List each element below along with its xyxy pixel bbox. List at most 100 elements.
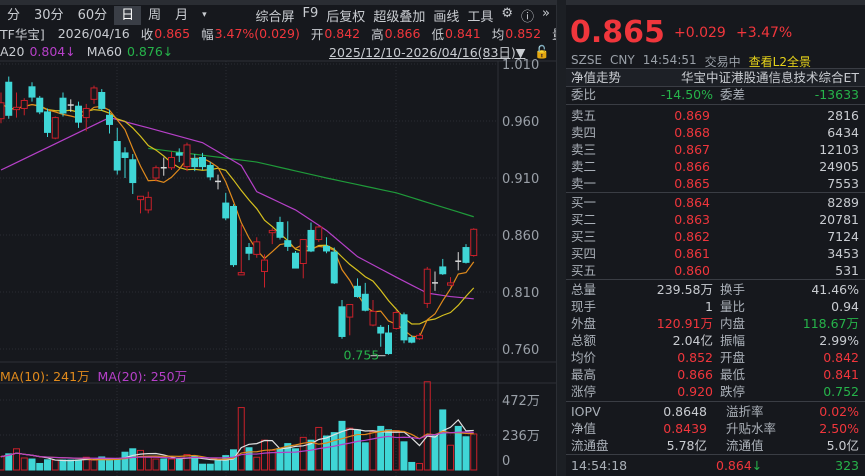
ask-row[interactable]: 卖五 0.869 2816 bbox=[566, 107, 865, 124]
gear-icon[interactable]: ⚙ bbox=[501, 6, 514, 21]
f9-button[interactable]: F9 bbox=[302, 6, 319, 21]
bid-row[interactable]: 买三 0.862 7124 bbox=[566, 228, 865, 245]
chart-toolbar: 分 30分 60分 日 周 月 ▾ 综合屏 F9 后复权 超级叠加 画线 工具 … bbox=[0, 6, 556, 25]
bid-row[interactable]: 买五 0.860 531 bbox=[566, 262, 865, 279]
overlay-button[interactable]: 超级叠加 bbox=[373, 10, 426, 25]
bid-volume: 7124 bbox=[827, 229, 859, 244]
ask-price: 0.869 bbox=[674, 108, 710, 123]
bid-label: 买五 bbox=[571, 263, 597, 278]
volume-tick-label: 236万 bbox=[502, 429, 540, 444]
weibi-value: -14.50% bbox=[660, 87, 713, 102]
ask-label: 卖一 bbox=[571, 176, 597, 191]
bid-row[interactable]: 买一 0.864 8289 bbox=[566, 194, 865, 211]
period-dropdown-icon[interactable]: ▾ bbox=[202, 10, 207, 20]
more-icon[interactable]: » bbox=[542, 6, 550, 21]
candle-body bbox=[20, 99, 28, 109]
candle-body bbox=[408, 337, 416, 343]
adjust-button[interactable]: 后复权 bbox=[326, 10, 366, 25]
candle-body bbox=[315, 226, 323, 241]
candle-body bbox=[330, 251, 338, 284]
ask-row[interactable]: 卖一 0.865 7553 bbox=[566, 175, 865, 192]
candle-body bbox=[5, 81, 13, 116]
l2-link[interactable]: 查看L2全景 bbox=[748, 55, 811, 69]
close-label: 收 bbox=[140, 27, 154, 42]
fund-value: 2.50% bbox=[819, 421, 859, 436]
tab-day[interactable]: 日 bbox=[114, 6, 142, 25]
volume-bar bbox=[20, 457, 28, 471]
volume-ma-legend: MA(10): 241万 MA(20): 250万 bbox=[0, 366, 187, 385]
candle-body bbox=[113, 141, 121, 171]
tools-button[interactable]: 工具 bbox=[467, 10, 494, 25]
candle-body bbox=[0, 102, 5, 120]
candle-body bbox=[245, 247, 253, 254]
ask-volume: 7553 bbox=[827, 176, 859, 191]
bid-price: 0.862 bbox=[674, 229, 710, 244]
volume-bar bbox=[199, 463, 206, 471]
weibi-label: 委比 bbox=[571, 87, 597, 102]
candle-body bbox=[191, 158, 199, 168]
ask-label: 卖三 bbox=[571, 142, 597, 157]
candle-body bbox=[400, 314, 408, 341]
vol-ma10: MA(10): 241万 bbox=[0, 369, 90, 384]
draw-button[interactable]: 画线 bbox=[433, 10, 460, 25]
volume-bar bbox=[462, 436, 470, 471]
candle-body bbox=[385, 332, 392, 355]
stat-value: 120.91万 bbox=[656, 316, 713, 331]
fund-label: 溢折率 bbox=[726, 404, 764, 419]
ask-row[interactable]: 卖二 0.866 24905 bbox=[566, 158, 865, 175]
ask-row[interactable]: 卖三 0.867 12103 bbox=[566, 141, 865, 158]
volume-bar bbox=[75, 459, 82, 471]
price-tick-label: 0.760 bbox=[502, 343, 539, 358]
volume-bar bbox=[175, 458, 183, 471]
lock-icon[interactable]: 🔓 bbox=[534, 43, 550, 59]
volume-bar bbox=[470, 433, 478, 471]
ma60-value: 0.876↓ bbox=[126, 44, 174, 59]
tab-month[interactable]: 月 bbox=[175, 8, 189, 23]
last-tick: 14:54:18 0.864↓ 323 bbox=[566, 457, 865, 474]
volume-bar bbox=[152, 458, 160, 471]
stat-row: 涨停 0.920 跌停 0.752 bbox=[566, 383, 865, 400]
bid-price: 0.864 bbox=[674, 195, 710, 210]
price-change: +0.029 bbox=[674, 25, 726, 41]
candle-body bbox=[98, 92, 106, 109]
volume-bar bbox=[369, 431, 377, 471]
candle-body bbox=[423, 268, 431, 304]
close-value: 0.865 bbox=[154, 26, 191, 41]
high-value: 0.866 bbox=[384, 26, 421, 41]
security-name: TF华宝] bbox=[0, 27, 45, 42]
avg-label: 均 bbox=[491, 27, 505, 42]
stat-label: 换手 bbox=[720, 282, 746, 297]
candle-body bbox=[268, 229, 276, 234]
panel-splitter[interactable] bbox=[556, 0, 566, 476]
fund-value: 0.8439 bbox=[663, 421, 707, 436]
volume-bar bbox=[408, 461, 416, 471]
tab-60min[interactable]: 60分 bbox=[77, 8, 108, 23]
ask-price: 0.866 bbox=[674, 159, 710, 174]
date-range-selector[interactable]: 2025/12/10-2026/04/16(83日)▼ bbox=[329, 45, 526, 60]
volume-bar bbox=[5, 453, 13, 471]
stat-row: 现手 1 量比 0.94 bbox=[566, 298, 865, 315]
fund-value: 5.0亿 bbox=[826, 438, 859, 453]
candle-body bbox=[392, 312, 400, 329]
help-icon[interactable]: ⓘ bbox=[521, 10, 535, 25]
tab-30min[interactable]: 30分 bbox=[34, 8, 64, 23]
bid-row[interactable]: 买四 0.861 3453 bbox=[566, 245, 865, 262]
weicha-value: -13633 bbox=[814, 87, 859, 102]
down-arrow-icon: ↓ bbox=[751, 458, 763, 473]
tab-minute[interactable]: 分 bbox=[7, 8, 21, 23]
volume-bar bbox=[338, 420, 346, 471]
candle-body bbox=[121, 152, 129, 158]
nav-trend-link[interactable]: 净值走势 bbox=[571, 70, 622, 85]
tab-week[interactable]: 周 bbox=[148, 8, 162, 23]
candle-body bbox=[470, 228, 478, 257]
ask-label: 卖五 bbox=[571, 108, 597, 123]
bid-row[interactable]: 买二 0.863 20781 bbox=[566, 211, 865, 228]
volume-bar bbox=[36, 462, 44, 471]
fund-label: 升贴水率 bbox=[726, 421, 777, 436]
composite-screen-button[interactable]: 综合屏 bbox=[255, 10, 295, 25]
ask-row[interactable]: 卖四 0.868 6434 bbox=[566, 124, 865, 141]
kline-chart[interactable]: 1.010 0.960 0.910 0.860 0.810 0.760 472万 236万 0 0… bbox=[0, 0, 556, 476]
volume-bar bbox=[230, 449, 237, 471]
volume-bar bbox=[284, 443, 292, 471]
stat-value: 118.67万 bbox=[802, 316, 859, 331]
